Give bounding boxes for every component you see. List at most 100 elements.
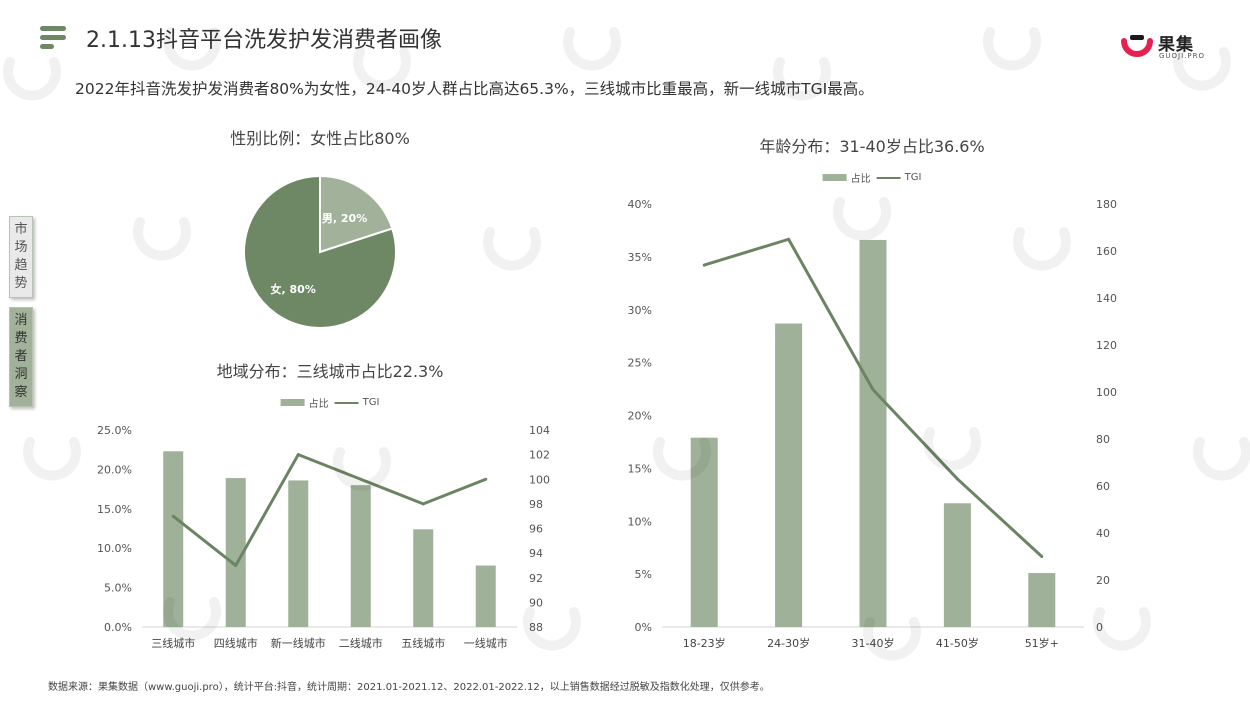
menu-icon	[40, 26, 66, 50]
pie-chart-title: 性别比例：女性占比80%	[230, 129, 410, 148]
watermark-icon	[563, 27, 621, 71]
y-right-tick-label: 40	[1096, 527, 1110, 540]
y-right-tick-label: 102	[529, 449, 550, 462]
logo-icon	[1121, 35, 1153, 57]
y-right-tick-label: 98	[529, 498, 543, 511]
tgi-point-五线城市	[421, 502, 425, 506]
age-chart-legend: 占比 TGI	[822, 170, 922, 185]
side-tab-1[interactable]: 消费者洞察	[9, 307, 33, 407]
legend-line-swatch	[876, 176, 901, 179]
y-left-tick-label: 25%	[628, 357, 652, 370]
side-tab-0[interactable]: 市场趋势	[9, 216, 33, 298]
y-left-tick-label: 20%	[628, 410, 652, 423]
logo-text: 果集	[1158, 35, 1194, 55]
pie-slice-label: 男, 20%	[322, 212, 367, 225]
tgi-point-41-50岁	[955, 477, 959, 481]
bar-新一线城市	[288, 480, 309, 627]
page-title: 2.1.13抖音平台洗发护发消费者画像	[86, 28, 442, 53]
pie-slice-label: 女, 80%	[271, 282, 316, 296]
watermark-icon	[133, 217, 191, 261]
x-category-label: 五线城市	[401, 636, 445, 650]
y-left-tick-label: 5%	[635, 568, 652, 581]
logo: 果集 GUOJI.PRO	[1120, 30, 1204, 64]
tgi-point-18-23岁	[702, 263, 706, 267]
y-left-tick-label: 15%	[628, 462, 652, 475]
tgi-point-一线城市	[484, 477, 488, 481]
bar-41-50岁	[943, 503, 971, 627]
y-left-tick-label: 20.0%	[97, 463, 132, 476]
region-chart-title: 地域分布：三线城市占比22.3%	[216, 362, 444, 381]
watermark-icon	[1193, 437, 1250, 481]
tgi-point-24-30岁	[787, 237, 791, 241]
y-right-tick-label: 100	[1096, 386, 1117, 399]
tgi-point-二线城市	[359, 477, 363, 481]
tgi-line	[172, 453, 487, 567]
y-right-tick-label: 80	[1096, 433, 1110, 446]
y-left-tick-label: 15.0%	[97, 503, 132, 516]
y-right-tick-label: 160	[1096, 245, 1117, 258]
tgi-point-31-40岁	[871, 388, 875, 392]
watermark-icon	[983, 27, 1041, 71]
data-source-note: 数据来源：果集数据（www.guoji.pro），统计平台:抖音，统计周期：20…	[48, 682, 770, 693]
legend-bar-swatch	[822, 174, 847, 181]
pie-slice-男	[319, 174, 394, 254]
y-right-tick-label: 180	[1096, 198, 1117, 211]
y-left-tick-label: 0.0%	[104, 621, 132, 634]
y-right-tick-label: 140	[1096, 292, 1117, 305]
legend-label-tgi: TGI	[904, 172, 922, 183]
y-left-tick-label: 25.0%	[97, 424, 132, 437]
tgi-point-四线城市	[234, 563, 238, 567]
bar-18-23岁	[690, 437, 718, 627]
y-right-tick-label: 94	[529, 547, 543, 560]
watermark-icon	[23, 437, 81, 481]
y-right-tick-label: 20	[1096, 574, 1110, 587]
bar-一线城市	[475, 565, 496, 627]
tgi-point-新一线城市	[296, 453, 300, 457]
legend-label-share: 占比	[850, 174, 871, 185]
legend-label-tgi: TGI	[362, 397, 380, 408]
legend-bar-swatch	[280, 399, 305, 406]
page-subtitle: 2022年抖音洗发护发消费者80%为女性，24-40岁人群占比高达65.3%，三…	[75, 80, 874, 98]
y-right-tick-label: 90	[529, 596, 543, 609]
tgi-point-三线城市	[171, 514, 175, 518]
side-tab-char: 趋	[14, 258, 28, 273]
y-right-tick-label: 104	[529, 424, 550, 437]
region-bar-chart: 0.0% 5.0% 10.0% 15.0% 20.0% 25.0% 88 90 92 94 96 98…	[97, 424, 550, 650]
age-chart-title: 年龄分布：31-40岁占比36.6%	[759, 137, 985, 156]
bar-五线城市	[413, 529, 434, 627]
bar-四线城市	[225, 478, 246, 627]
y-left-tick-label: 35%	[628, 251, 652, 264]
age-bar-chart: 0% 5% 10% 15% 20% 25% 30% 35% 40% 0 20 40 60 80 100 120…	[628, 198, 1117, 650]
x-category-label: 新一线城市	[271, 636, 326, 650]
x-category-label: 18-23岁	[683, 636, 726, 650]
x-category-label: 31-40岁	[852, 636, 895, 650]
side-tab-char: 者	[14, 349, 28, 364]
bar-二线城市	[350, 485, 371, 627]
x-category-label: 三线城市	[151, 636, 195, 650]
tgi-point-51岁+	[1040, 555, 1044, 558]
y-left-tick-label: 40%	[628, 198, 652, 211]
x-category-label: 24-30岁	[767, 636, 810, 650]
side-tab-char: 察	[14, 385, 28, 400]
bar-51岁+	[1028, 573, 1056, 627]
bar-24-30岁	[775, 323, 803, 627]
x-category-label: 二线城市	[339, 636, 383, 650]
y-right-tick-label: 96	[529, 523, 543, 536]
pie-slice-女	[243, 174, 397, 329]
y-right-tick-label: 60	[1096, 480, 1110, 493]
x-category-label: 51岁+	[1025, 636, 1059, 650]
y-left-tick-label: 10%	[628, 515, 652, 528]
y-right-tick-label: 92	[529, 572, 543, 585]
x-category-label: 41-50岁	[936, 636, 979, 650]
side-tab-char: 场	[14, 240, 28, 255]
side-tab-char: 市	[14, 222, 28, 237]
legend-line-swatch	[334, 401, 359, 404]
side-tab-char: 消	[14, 313, 28, 328]
watermark-icon	[483, 227, 541, 271]
y-right-tick-label: 0	[1096, 621, 1103, 634]
side-tab-char: 费	[14, 331, 28, 346]
bar-三线城市	[163, 451, 184, 627]
y-right-tick-label: 88	[529, 621, 543, 634]
y-right-tick-label: 100	[529, 473, 550, 486]
side-tab-char: 洞	[14, 367, 28, 382]
